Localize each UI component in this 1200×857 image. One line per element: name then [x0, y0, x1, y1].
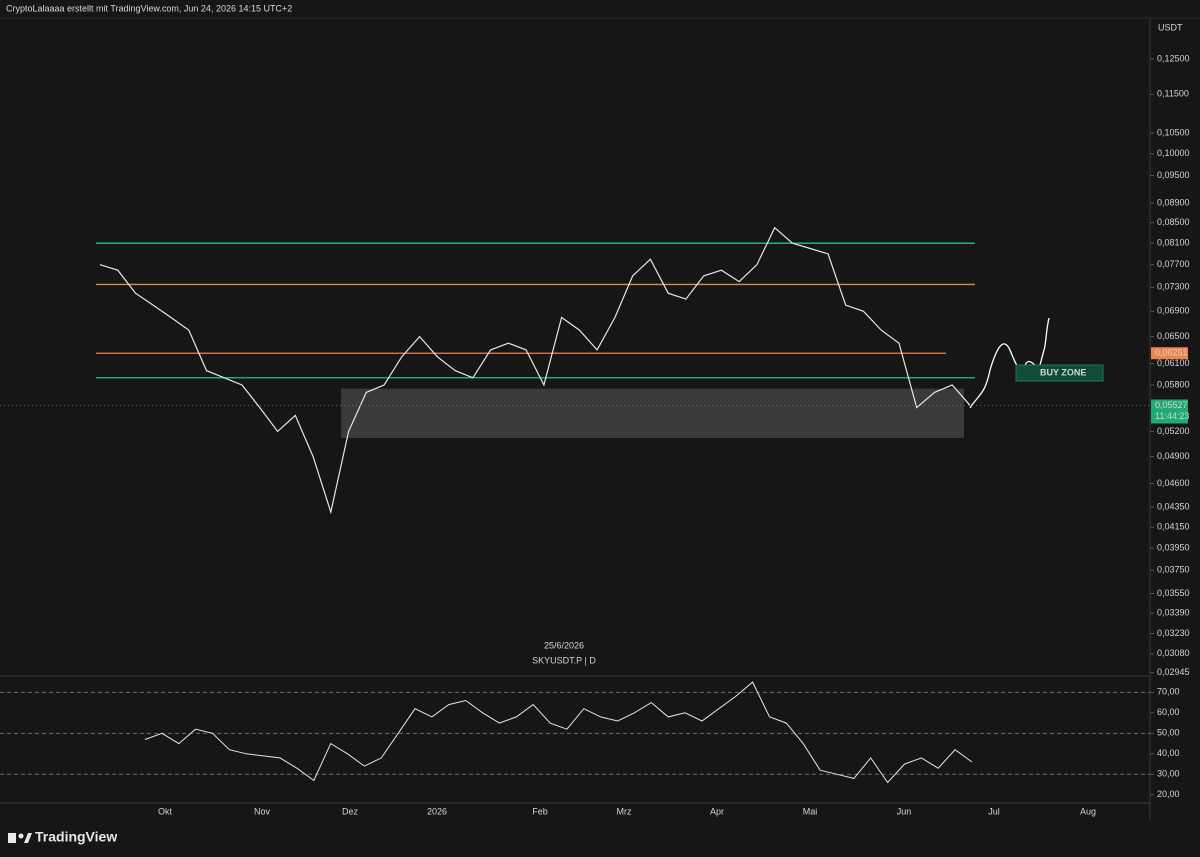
x-tick-label: Aug — [1080, 806, 1096, 816]
x-tick-label: Mai — [803, 806, 818, 816]
y-tick-label: 60,00 — [1157, 707, 1180, 717]
logo: TradingView — [35, 829, 117, 845]
x-tick-label: Jul — [988, 806, 1000, 816]
buy-zone-box — [1015, 364, 1104, 382]
header-credit: CryptoLalaaaa erstellt mit TradingView.c… — [6, 3, 292, 13]
price-label-box — [1151, 347, 1188, 360]
y-tick-label: 50,00 — [1157, 728, 1180, 738]
y-tick-label: 0,09500 — [1157, 170, 1190, 180]
date-label: 25/6/2026 — [544, 640, 584, 650]
y-tick-label: 0,03080 — [1157, 648, 1190, 658]
y-tick-label: 0,07300 — [1157, 282, 1190, 292]
y-tick-label: 20,00 — [1157, 789, 1180, 799]
countdown: 11:44:23 — [1155, 411, 1189, 421]
y-tick-label: 0,03230 — [1157, 628, 1190, 638]
y-tick-label: 0,03750 — [1157, 565, 1190, 575]
y-tick-label: 0,05200 — [1157, 426, 1190, 436]
x-tick-label: 2026 — [427, 806, 447, 816]
y-tick-label: 0,08900 — [1157, 198, 1190, 208]
symbol: SKYUSDT.P | D — [532, 655, 596, 665]
y-tick-label: 0,04600 — [1157, 478, 1190, 488]
price-label: 0,06251 — [1155, 348, 1188, 358]
y-tick-label: 0,02945 — [1157, 667, 1190, 677]
y-tick-label: 0,04350 — [1157, 502, 1190, 512]
price-label-box — [1151, 399, 1188, 424]
y-tick-label: 0,03550 — [1157, 588, 1190, 598]
y-tick-label: 0,11500 — [1157, 89, 1189, 99]
y-tick-label: 0,12500 — [1157, 53, 1190, 63]
price-label: 0,05527 — [1155, 400, 1188, 410]
y-tick-label: 0,08100 — [1157, 238, 1190, 248]
y-tick-label: 0,03950 — [1157, 543, 1190, 553]
zone — [341, 388, 964, 438]
x-tick-label: Mrz — [617, 806, 632, 816]
y-tick-label: 0,04900 — [1157, 451, 1190, 461]
buy-zone-label: BUY ZONE — [1040, 367, 1086, 377]
y-tick-label: 0,10500 — [1157, 127, 1190, 137]
y-tick-label: 70,00 — [1157, 687, 1180, 697]
x-tick-label: Dez — [342, 806, 359, 816]
y-tick-label: 40,00 — [1157, 748, 1180, 758]
y-tick-label: 0,03390 — [1157, 607, 1190, 617]
y-tick-label: 0,10000 — [1157, 148, 1190, 158]
x-tick-label: Jun — [897, 806, 912, 816]
rsi-line — [144, 681, 973, 784]
price-line — [99, 226, 971, 515]
logo-icon — [8, 833, 32, 843]
y-tick-label: 0,06900 — [1157, 306, 1190, 316]
y-tick-label: 30,00 — [1157, 769, 1180, 779]
y-tick-label: 0,06500 — [1157, 331, 1190, 341]
x-tick-label: Nov — [254, 806, 271, 816]
y-tick-label: 0,06100 — [1157, 358, 1190, 368]
x-tick-label: Apr — [710, 806, 724, 816]
x-tick-label: Feb — [532, 806, 548, 816]
y-tick-label: 0,04150 — [1157, 522, 1190, 532]
y-tick-label: 0,05800 — [1157, 379, 1190, 389]
x-tick-label: Okt — [158, 806, 173, 816]
y-tick-label: 0,07700 — [1157, 259, 1190, 269]
y-tick-label: 0,08500 — [1157, 217, 1190, 227]
currency: USDT — [1158, 22, 1183, 32]
